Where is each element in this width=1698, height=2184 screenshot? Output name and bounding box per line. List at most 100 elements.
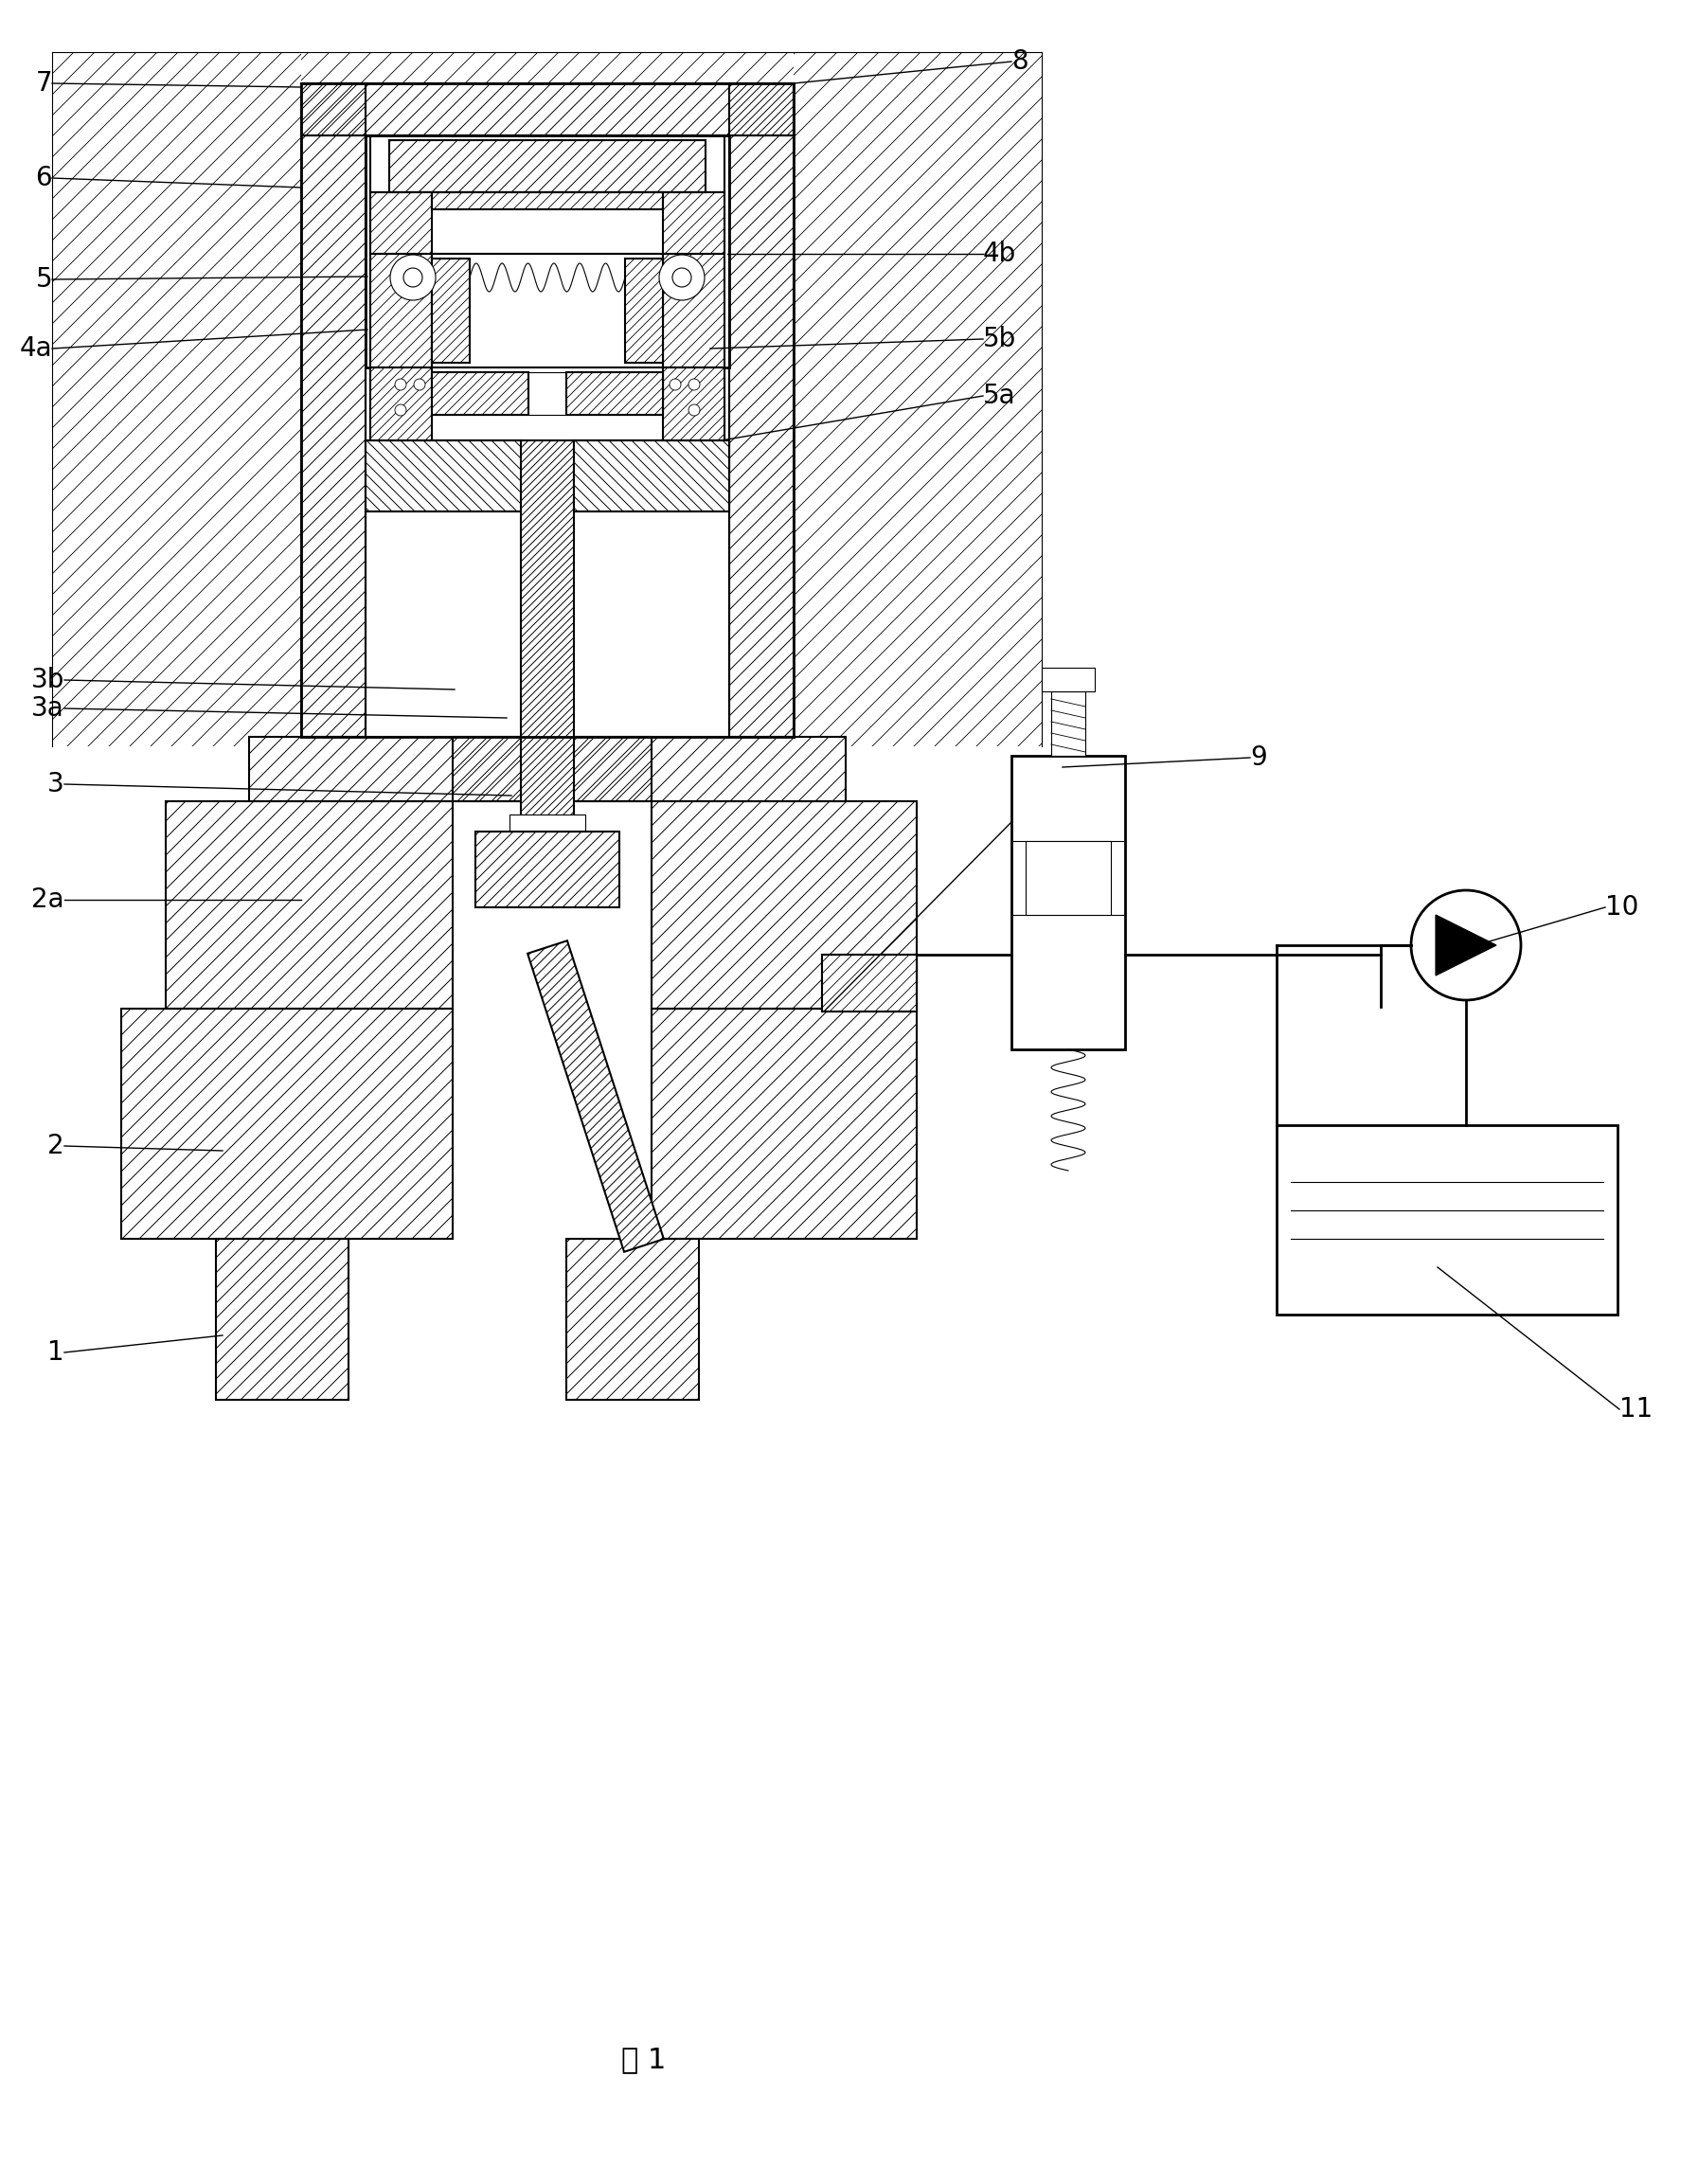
Bar bbox=[370, 367, 431, 441]
Bar bbox=[431, 371, 528, 415]
Bar bbox=[625, 258, 662, 363]
Bar bbox=[567, 1238, 700, 1400]
Bar bbox=[166, 802, 453, 1009]
Bar bbox=[431, 258, 470, 363]
Circle shape bbox=[672, 269, 691, 286]
Bar bbox=[475, 832, 620, 906]
Text: 4b: 4b bbox=[983, 240, 1017, 266]
Circle shape bbox=[688, 378, 700, 391]
Text: 5a: 5a bbox=[983, 382, 1015, 408]
Bar bbox=[509, 815, 586, 832]
Bar bbox=[301, 83, 365, 736]
Text: 1a: 1a bbox=[1012, 808, 1044, 834]
Bar bbox=[370, 192, 725, 253]
Bar bbox=[301, 83, 793, 135]
Text: 11: 11 bbox=[1620, 1396, 1652, 1422]
Bar bbox=[166, 802, 453, 1009]
Bar bbox=[728, 83, 793, 736]
Text: 5: 5 bbox=[36, 266, 53, 293]
Bar bbox=[121, 1009, 453, 1238]
Bar bbox=[652, 1009, 917, 1238]
Text: 9: 9 bbox=[1250, 745, 1267, 771]
Bar bbox=[822, 954, 917, 1011]
Bar bbox=[652, 802, 917, 1009]
Bar bbox=[431, 258, 470, 363]
Bar bbox=[389, 140, 706, 192]
Bar bbox=[822, 954, 917, 1011]
Bar bbox=[370, 192, 431, 253]
Circle shape bbox=[669, 378, 681, 391]
Circle shape bbox=[688, 404, 700, 415]
Bar bbox=[652, 802, 917, 1009]
Bar bbox=[431, 253, 662, 367]
Bar bbox=[365, 135, 728, 367]
Bar bbox=[662, 253, 725, 367]
Bar bbox=[822, 954, 917, 1011]
Bar bbox=[662, 192, 725, 253]
Bar bbox=[1051, 692, 1085, 756]
Bar bbox=[370, 367, 431, 441]
Text: 10: 10 bbox=[1605, 893, 1639, 922]
Bar bbox=[431, 371, 528, 415]
Bar bbox=[370, 192, 431, 253]
Bar bbox=[431, 192, 662, 210]
Bar bbox=[567, 371, 662, 415]
Bar bbox=[431, 192, 662, 210]
Bar bbox=[574, 441, 728, 511]
Bar bbox=[567, 1238, 700, 1400]
Bar bbox=[662, 192, 725, 253]
Bar bbox=[574, 441, 728, 511]
Bar bbox=[431, 371, 662, 415]
Text: 5b: 5b bbox=[983, 325, 1017, 352]
Bar bbox=[1012, 756, 1126, 1048]
Bar bbox=[1026, 841, 1110, 915]
Text: 2a: 2a bbox=[32, 887, 65, 913]
Bar bbox=[662, 367, 725, 441]
Bar bbox=[370, 253, 431, 367]
Bar bbox=[1041, 668, 1095, 692]
Bar bbox=[365, 441, 521, 511]
Bar bbox=[301, 52, 793, 83]
Circle shape bbox=[404, 269, 423, 286]
Text: 7: 7 bbox=[36, 70, 53, 96]
Bar bbox=[728, 83, 793, 736]
Circle shape bbox=[391, 256, 436, 299]
Bar bbox=[216, 1238, 348, 1400]
Bar bbox=[301, 83, 365, 736]
Bar bbox=[1277, 1125, 1618, 1315]
Bar bbox=[389, 140, 706, 192]
Text: 6: 6 bbox=[36, 164, 53, 192]
Bar bbox=[475, 832, 620, 906]
Text: 3: 3 bbox=[48, 771, 65, 797]
Bar bbox=[625, 258, 662, 363]
Circle shape bbox=[1411, 891, 1521, 1000]
Bar bbox=[652, 1009, 917, 1238]
Bar bbox=[662, 253, 725, 367]
Bar bbox=[567, 371, 662, 415]
Circle shape bbox=[659, 256, 705, 299]
Text: 3b: 3b bbox=[31, 666, 65, 692]
Bar bbox=[250, 736, 846, 802]
Text: 2: 2 bbox=[48, 1133, 65, 1160]
Bar bbox=[53, 52, 301, 747]
Text: 3a: 3a bbox=[32, 695, 65, 721]
Bar bbox=[250, 736, 846, 802]
Polygon shape bbox=[1437, 915, 1496, 976]
Circle shape bbox=[396, 378, 406, 391]
Bar bbox=[370, 367, 725, 441]
Bar bbox=[521, 441, 574, 891]
Polygon shape bbox=[528, 941, 664, 1251]
Bar bbox=[453, 736, 652, 802]
Text: 图 1: 图 1 bbox=[621, 2046, 666, 2073]
Text: 8: 8 bbox=[1012, 48, 1027, 74]
Bar bbox=[301, 83, 793, 135]
Text: 4a: 4a bbox=[19, 336, 53, 363]
Circle shape bbox=[414, 378, 424, 391]
Bar bbox=[370, 135, 725, 192]
Bar bbox=[370, 253, 431, 367]
Text: 1: 1 bbox=[48, 1339, 65, 1365]
Bar bbox=[662, 367, 725, 441]
Bar bbox=[121, 1009, 453, 1238]
Bar bbox=[365, 441, 521, 511]
Bar bbox=[521, 441, 574, 891]
